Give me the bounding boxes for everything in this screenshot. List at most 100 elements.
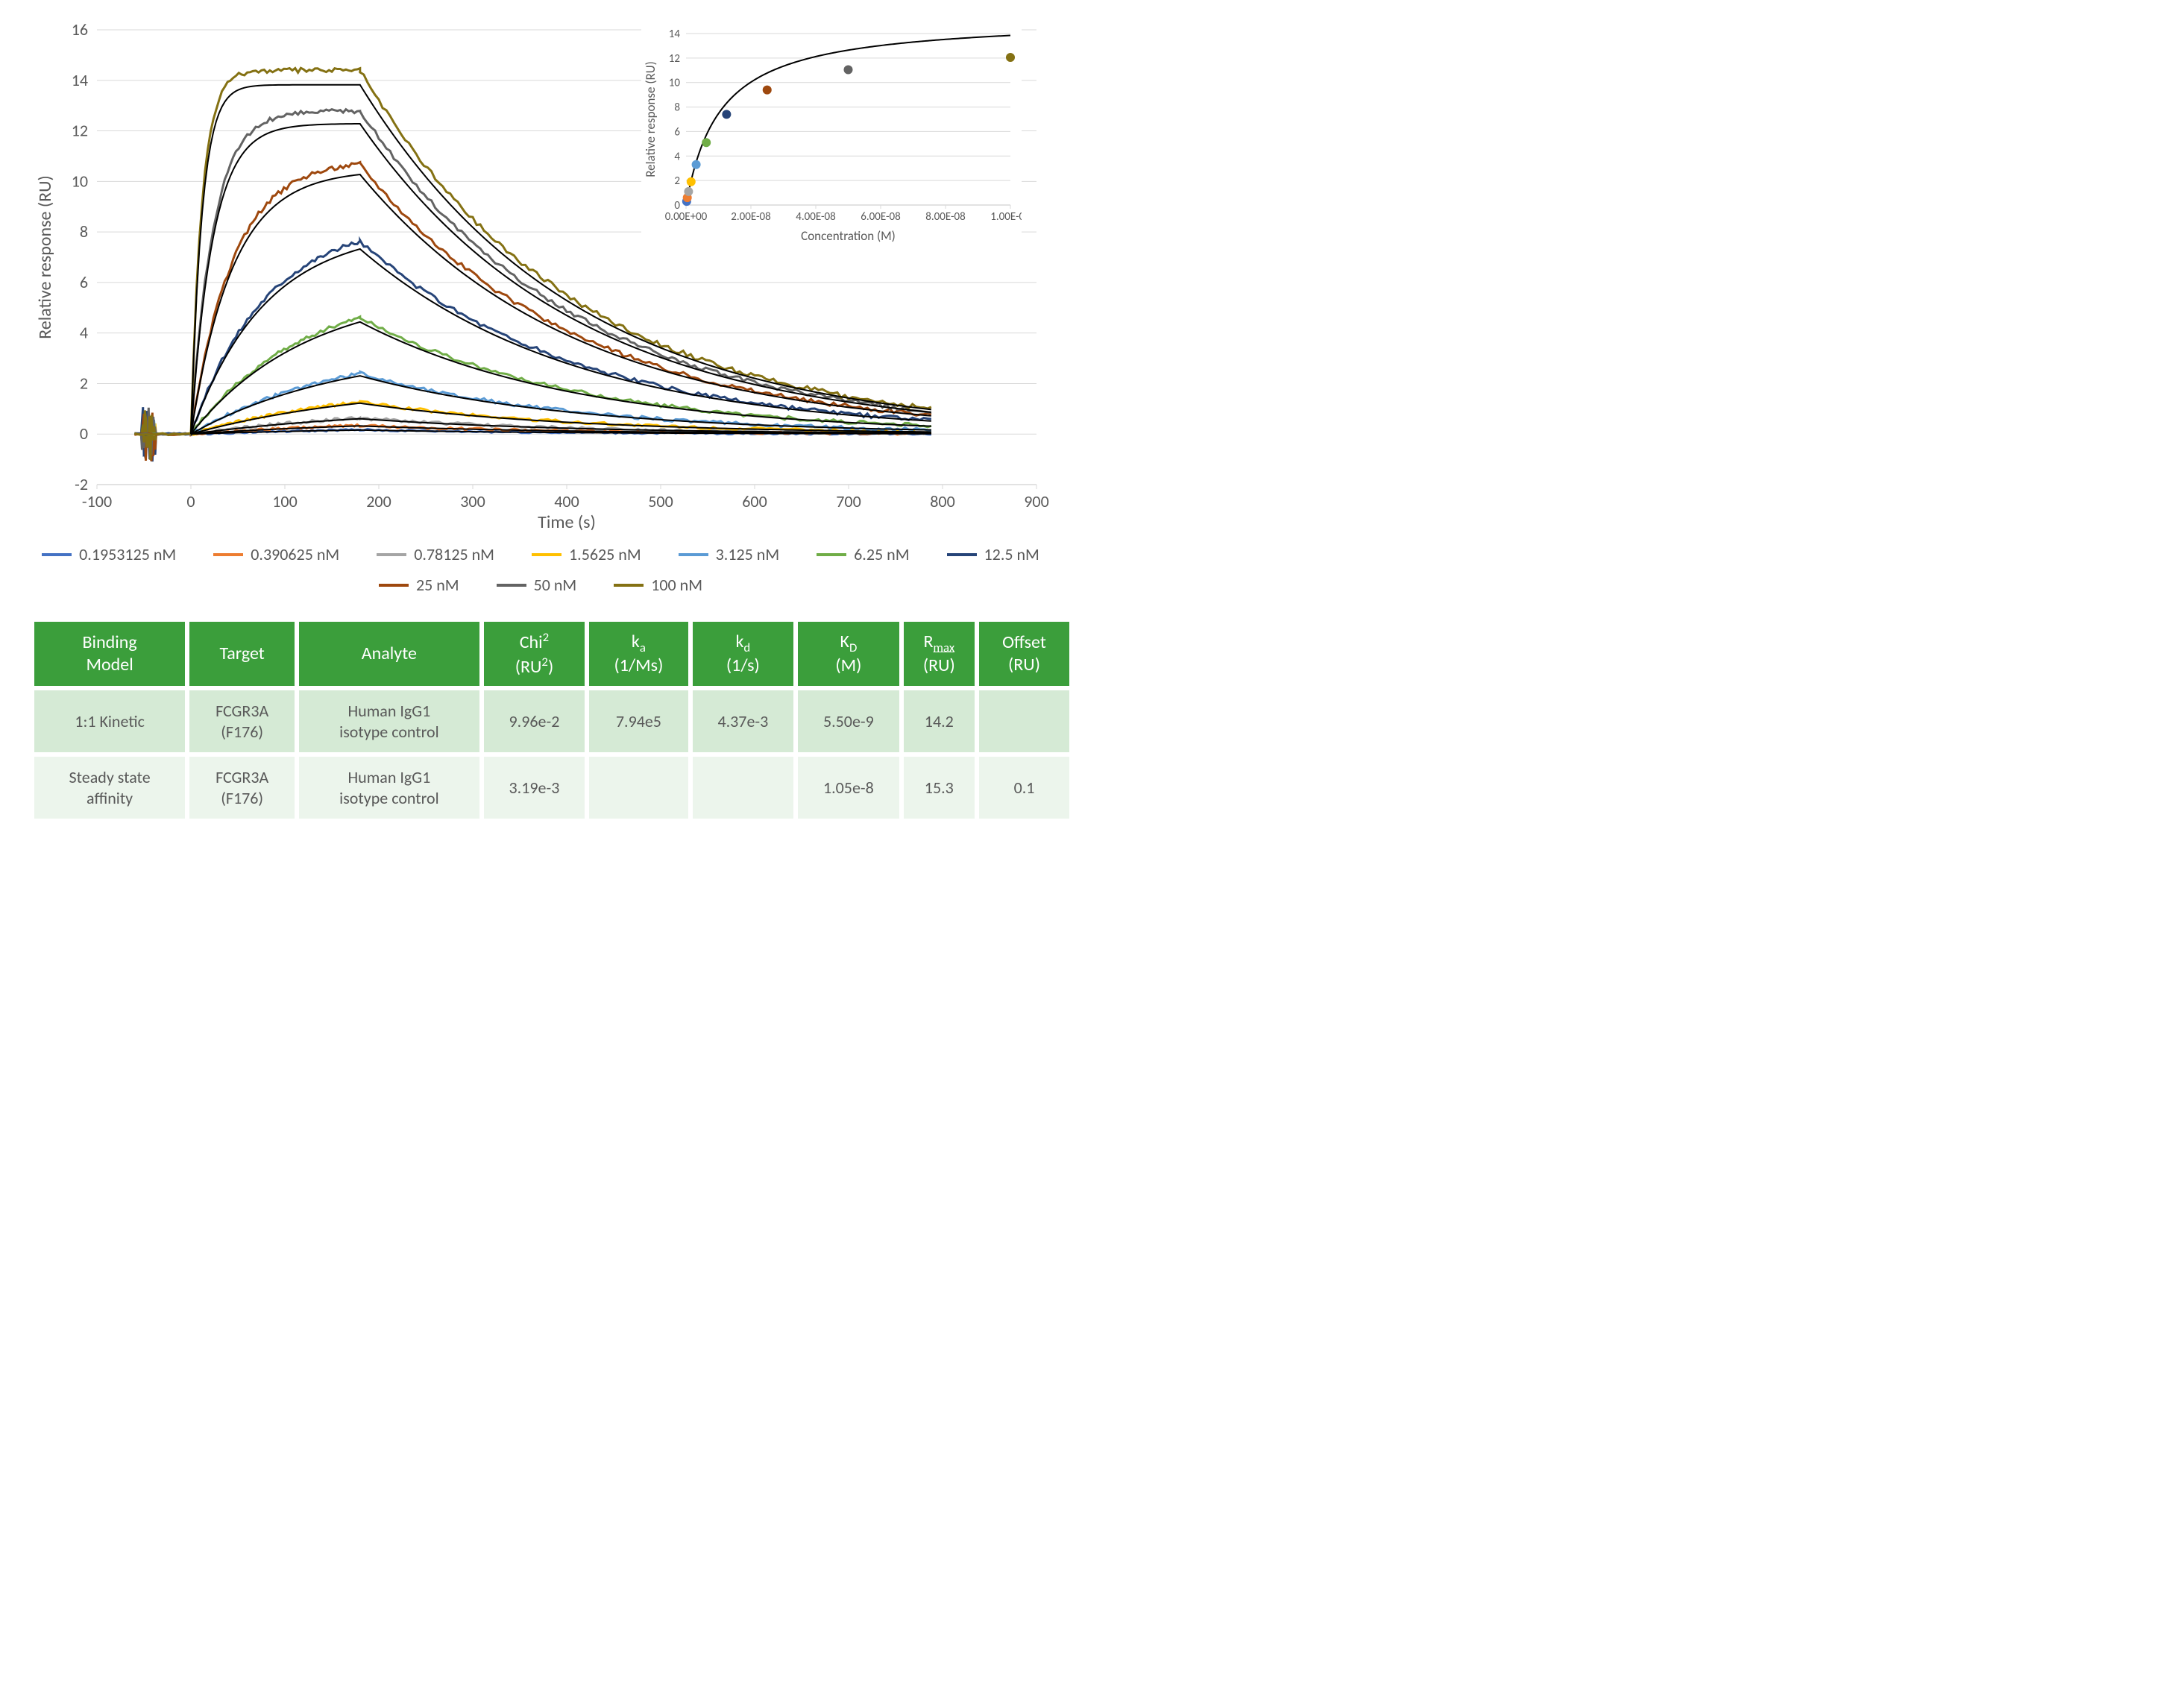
legend-item: 25 nM — [379, 575, 459, 595]
svg-text:2.00E-08: 2.00E-08 — [731, 210, 771, 224]
legend-item: 100 nM — [614, 575, 702, 595]
legend-swatch — [679, 553, 708, 556]
table-header: BindingModel — [34, 622, 185, 686]
table-cell: Human IgG1isotype control — [299, 690, 479, 752]
table-header: KD(M) — [798, 622, 899, 686]
svg-text:300: 300 — [460, 491, 485, 511]
svg-text:600: 600 — [742, 491, 767, 511]
svg-text:10: 10 — [669, 77, 681, 90]
legend-item: 0.390625 nM — [213, 544, 339, 564]
table-cell: Human IgG1isotype control — [299, 757, 479, 819]
table-row: Steady stateaffinityFCGR3A(F176)Human Ig… — [34, 757, 1069, 819]
table-cell: Steady stateaffinity — [34, 757, 185, 819]
table-cell: 3.19e-3 — [484, 757, 585, 819]
table-header: Analyte — [299, 622, 479, 686]
table-cell: 0.1 — [979, 757, 1069, 819]
svg-text:800: 800 — [930, 491, 954, 511]
legend-label: 6.25 nM — [854, 544, 909, 564]
table-cell: 15.3 — [904, 757, 975, 819]
svg-text:900: 900 — [1024, 491, 1048, 511]
legend-swatch — [497, 584, 526, 587]
svg-text:2: 2 — [674, 174, 680, 188]
svg-text:Relative response (RU): Relative response (RU) — [643, 61, 658, 177]
table-row: 1:1 KineticFCGR3A(F176)Human IgG1isotype… — [34, 690, 1069, 752]
chart-legend: 0.1953125 nM 0.390625 nM 0.78125 nM 1.5625 … — [30, 544, 1051, 595]
svg-text:1.00E-07: 1.00E-07 — [990, 210, 1022, 224]
svg-text:0: 0 — [186, 491, 195, 511]
legend-label: 50 nM — [534, 575, 577, 595]
legend-swatch — [377, 553, 406, 556]
legend-item: 0.1953125 nM — [42, 544, 176, 564]
table-cell — [589, 757, 688, 819]
legend-label: 1.5625 nM — [569, 544, 641, 564]
svg-text:6: 6 — [674, 125, 680, 139]
legend-item: 3.125 nM — [679, 544, 780, 564]
svg-text:700: 700 — [836, 491, 861, 511]
legend-swatch — [42, 553, 72, 556]
svg-text:4.00E-08: 4.00E-08 — [796, 210, 836, 224]
legend-item: 6.25 nM — [817, 544, 909, 564]
legend-item: 12.5 nM — [947, 544, 1039, 564]
table-cell: 5.50e-9 — [798, 690, 899, 752]
svg-text:12: 12 — [669, 52, 680, 66]
legend-swatch — [614, 584, 644, 587]
svg-text:200: 200 — [366, 491, 391, 511]
svg-text:6: 6 — [80, 272, 88, 292]
svg-text:500: 500 — [648, 491, 673, 511]
table-cell: 9.96e-2 — [484, 690, 585, 752]
legend-label: 25 nM — [416, 575, 459, 595]
svg-text:0: 0 — [80, 423, 88, 444]
svg-text:Relative response (RU): Relative response (RU) — [34, 175, 56, 339]
table-header: ka(1/Ms) — [589, 622, 688, 686]
legend-label: 3.125 nM — [716, 544, 780, 564]
legend-label: 0.78125 nM — [414, 544, 494, 564]
svg-text:14: 14 — [669, 28, 681, 41]
legend-item: 1.5625 nM — [532, 544, 641, 564]
legend-label: 0.1953125 nM — [79, 544, 176, 564]
svg-text:10: 10 — [72, 171, 88, 191]
svg-text:4: 4 — [674, 150, 680, 163]
legend-label: 0.390625 nM — [251, 544, 339, 564]
table-cell: 7.94e5 — [589, 690, 688, 752]
legend-swatch — [213, 553, 243, 556]
table-cell: 4.37e-3 — [693, 690, 794, 752]
table-cell: 14.2 — [904, 690, 975, 752]
table-cell — [979, 690, 1069, 752]
table-cell — [693, 757, 794, 819]
legend-swatch — [379, 584, 409, 587]
svg-text:4: 4 — [80, 323, 88, 343]
table-cell: FCGR3A(F176) — [189, 757, 295, 819]
table-header: Rmax(RU) — [904, 622, 975, 686]
inset-chart: 024681012140.00E+002.00E-084.00E-086.00E… — [641, 22, 1022, 246]
table-cell: 1:1 Kinetic — [34, 690, 185, 752]
legend-swatch — [947, 553, 977, 556]
legend-label: 100 nM — [651, 575, 702, 595]
kinetics-table: BindingModelTargetAnalyteChi2(RU2)ka(1/M… — [30, 617, 1074, 823]
table-header: Chi2(RU2) — [484, 622, 585, 686]
svg-text:100: 100 — [272, 491, 297, 511]
svg-text:0.00E+00: 0.00E+00 — [665, 210, 708, 224]
svg-text:8.00E-08: 8.00E-08 — [925, 210, 966, 224]
svg-text:8: 8 — [674, 101, 680, 115]
svg-text:6.00E-08: 6.00E-08 — [861, 210, 901, 224]
legend-item: 0.78125 nM — [377, 544, 494, 564]
table-cell: 1.05e-8 — [798, 757, 899, 819]
table-header: Target — [189, 622, 295, 686]
svg-text:16: 16 — [72, 19, 88, 40]
legend-label: 12.5 nM — [984, 544, 1039, 564]
table-header: kd(1/s) — [693, 622, 794, 686]
table-header: Offset(RU) — [979, 622, 1069, 686]
inset-chart-svg: 024681012140.00E+002.00E-084.00E-086.00E… — [641, 22, 1022, 246]
svg-text:400: 400 — [554, 491, 579, 511]
svg-text:14: 14 — [72, 70, 88, 90]
svg-text:Time (s): Time (s) — [538, 511, 596, 533]
svg-text:8: 8 — [80, 221, 88, 242]
svg-text:12: 12 — [72, 121, 88, 141]
legend-swatch — [817, 553, 846, 556]
svg-text:-100: -100 — [82, 491, 112, 511]
svg-text:Concentration (M): Concentration (M) — [801, 228, 896, 244]
table-cell: FCGR3A(F176) — [189, 690, 295, 752]
main-chart: -20246810121416-100010020030040050060070… — [30, 15, 1051, 537]
svg-text:2: 2 — [80, 373, 88, 393]
legend-item: 50 nM — [497, 575, 577, 595]
